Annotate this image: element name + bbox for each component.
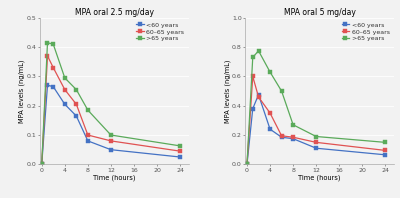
60–65 years: [250, 75, 255, 78]
>65 years: [86, 109, 90, 111]
60–65 years: [314, 141, 318, 144]
>65 years: [268, 71, 272, 73]
>65 years: [45, 42, 50, 44]
60–65 years: [244, 163, 249, 166]
<60 years: [74, 115, 79, 117]
>65 years: [244, 163, 249, 166]
60–65 years: [108, 140, 113, 142]
<60 years: [291, 137, 296, 140]
60–65 years: [51, 67, 56, 69]
<60 years: [51, 86, 56, 88]
Line: <60 years: <60 years: [40, 84, 182, 166]
60–65 years: [383, 149, 388, 152]
60–65 years: [74, 103, 79, 106]
X-axis label: Time (hours): Time (hours): [298, 174, 341, 181]
>65 years: [62, 77, 67, 79]
>65 years: [250, 56, 255, 59]
>65 years: [314, 135, 318, 138]
60–65 years: [86, 134, 90, 136]
Y-axis label: MPA levels (ng/mL): MPA levels (ng/mL): [19, 59, 25, 123]
60–65 years: [45, 55, 50, 57]
60–65 years: [256, 96, 261, 98]
Title: MPA oral 2.5 mg/day: MPA oral 2.5 mg/day: [75, 8, 154, 17]
>65 years: [291, 124, 296, 126]
Line: <60 years: <60 years: [246, 93, 387, 166]
60–65 years: [39, 163, 44, 166]
<60 years: [62, 103, 67, 106]
>65 years: [383, 141, 388, 144]
Legend: <60 years, 60–65 years, >65 years: <60 years, 60–65 years, >65 years: [135, 21, 186, 43]
>65 years: [279, 90, 284, 92]
Line: >65 years: >65 years: [40, 41, 182, 166]
<60 years: [383, 154, 388, 156]
Line: 60–65 years: 60–65 years: [246, 75, 387, 166]
>65 years: [74, 89, 79, 91]
60–65 years: [279, 135, 284, 137]
<60 years: [39, 163, 44, 166]
>65 years: [39, 163, 44, 166]
>65 years: [256, 50, 261, 52]
<60 years: [279, 136, 284, 138]
<60 years: [244, 163, 249, 166]
Title: MPA oral 5 mg/day: MPA oral 5 mg/day: [284, 8, 356, 17]
<60 years: [268, 128, 272, 130]
<60 years: [250, 108, 255, 110]
<60 years: [314, 147, 318, 149]
<60 years: [45, 84, 50, 86]
>65 years: [108, 134, 113, 136]
<60 years: [108, 148, 113, 151]
>65 years: [178, 145, 182, 147]
X-axis label: Time (hours): Time (hours): [93, 174, 136, 181]
Line: 60–65 years: 60–65 years: [40, 54, 182, 166]
>65 years: [51, 43, 56, 45]
60–65 years: [62, 89, 67, 91]
<60 years: [86, 140, 90, 142]
Y-axis label: MPA levels (ng/mL): MPA levels (ng/mL): [224, 59, 230, 123]
<60 years: [256, 93, 261, 96]
60–65 years: [268, 112, 272, 114]
60–65 years: [291, 136, 296, 138]
<60 years: [178, 156, 182, 158]
Line: >65 years: >65 years: [246, 49, 387, 166]
Legend: <60 years, 60–65 years, >65 years: <60 years, 60–65 years, >65 years: [340, 21, 391, 43]
60–65 years: [178, 150, 182, 152]
